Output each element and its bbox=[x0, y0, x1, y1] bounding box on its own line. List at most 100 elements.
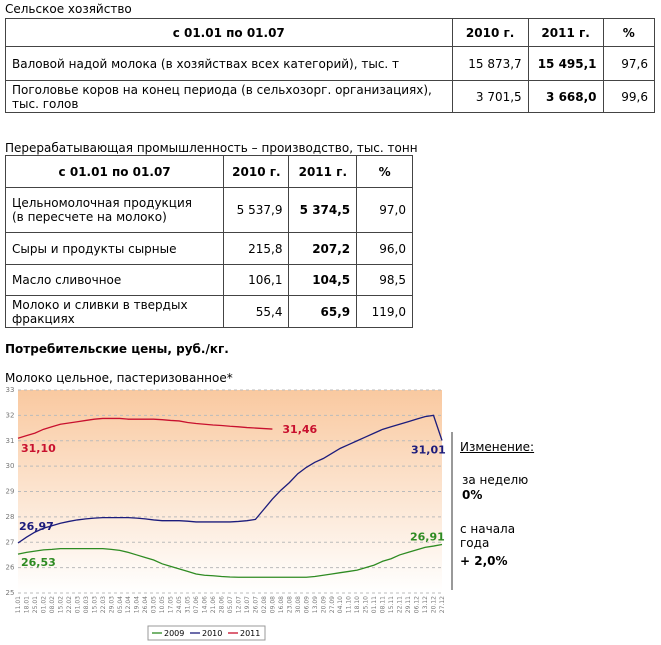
table-cell: 2010 г. bbox=[223, 155, 290, 188]
table-row: Валовой надой молока (в хозяйствах всех … bbox=[5, 46, 656, 81]
x-tick-label: 08.03 bbox=[83, 596, 90, 613]
x-tick-label: 06.09 bbox=[303, 596, 310, 613]
legend bbox=[147, 625, 266, 641]
x-tick-label: 18.10 bbox=[354, 596, 361, 613]
x-tick-label: 23.08 bbox=[286, 596, 293, 613]
x-tick-label: 05.07 bbox=[227, 596, 234, 613]
x-tick-label: 18.01 bbox=[23, 596, 30, 613]
table: с 01.01 по 01.07 2010 г. 2011 г.% Цельномол… bbox=[4, 155, 413, 328]
y-tick-label: 25 bbox=[6, 589, 15, 597]
heading: Потребительские цены, руб./кг. bbox=[5, 342, 229, 356]
table-row: Масло сливочное 106,1 104,5 98,5 bbox=[4, 264, 413, 296]
table-cell: с 01.01 по 01.07 bbox=[5, 18, 453, 47]
legend-label: 2009 bbox=[164, 629, 184, 638]
x-tick-label: 01.02 bbox=[40, 596, 47, 613]
table-cell: Сыры и продукты сырные bbox=[4, 232, 225, 265]
x-tick-label: 15.03 bbox=[91, 596, 98, 613]
table-cell: 5 374,5 bbox=[288, 187, 358, 233]
x-tick-label: 01.11 bbox=[371, 596, 378, 613]
x-tick-label: 28.06 bbox=[219, 596, 226, 613]
table-cell: Поголовье коров на конец периода (в сель… bbox=[5, 80, 453, 113]
table-cell: 104,5 bbox=[288, 264, 358, 296]
x-tick-label: 13.09 bbox=[312, 596, 319, 613]
x-tick-label: 04.10 bbox=[337, 596, 344, 613]
legend-label: 2010 bbox=[202, 629, 222, 638]
x-tick-label: 22.11 bbox=[397, 596, 404, 613]
y-tick-label: 29 bbox=[6, 488, 15, 496]
x-tick-label: 20.09 bbox=[320, 596, 327, 613]
x-tick-label: 01.03 bbox=[74, 596, 81, 613]
x-tick-label: 06.12 bbox=[414, 596, 421, 613]
table-row: Цельномолочная продукция (в пересчете на… bbox=[4, 187, 413, 233]
panel-value: + 2,0% bbox=[460, 554, 508, 568]
series-line bbox=[17, 417, 273, 439]
data-label: 26,97 bbox=[19, 520, 54, 533]
table-cell: 65,9 bbox=[288, 295, 358, 328]
chart-title: Молоко цельное, пастеризованное* bbox=[5, 371, 233, 385]
y-tick-label: 31 bbox=[6, 437, 15, 445]
table-cell: 15 495,1 bbox=[527, 46, 604, 81]
table-cell: 96,0 bbox=[356, 232, 413, 265]
table-row: с 01.01 по 01.07 2010 г. 2011 г.% bbox=[5, 18, 656, 47]
x-tick-label: 08.02 bbox=[49, 596, 56, 613]
table-cell: 106,1 bbox=[223, 264, 290, 296]
x-tick-label: 24.05 bbox=[176, 596, 183, 613]
x-tick-label: 22.02 bbox=[66, 596, 73, 613]
table-cell: 207,2 bbox=[288, 232, 358, 265]
x-tick-label: 22.03 bbox=[100, 596, 107, 613]
table-cell: 3 701,5 bbox=[451, 80, 529, 113]
x-tick-label: 08.11 bbox=[380, 596, 387, 613]
table: с 01.01 по 01.07 2010 г. 2011 г.% Валовой н… bbox=[5, 18, 656, 113]
y-tick-label: 28 bbox=[6, 513, 15, 521]
data-label: 26,91 bbox=[410, 531, 445, 544]
x-tick-label: 30.08 bbox=[295, 596, 302, 613]
panel-title: Изменение: bbox=[460, 440, 535, 454]
x-tick-label: 19.07 bbox=[244, 596, 251, 613]
table-cell: 15 873,7 bbox=[451, 46, 529, 81]
y-tick-label: 26 bbox=[6, 564, 15, 572]
x-tick-label: 13.12 bbox=[422, 596, 429, 613]
table-cell: Цельномолочная продукция (в пересчете на… bbox=[4, 187, 225, 233]
table-cell: % bbox=[356, 155, 413, 188]
x-tick-label: 27.09 bbox=[329, 596, 336, 613]
x-tick-label: 10.05 bbox=[159, 596, 166, 613]
x-tick-label: 11.01 bbox=[15, 596, 22, 613]
series-line bbox=[17, 414, 443, 544]
section-title: Сельское хозяйство bbox=[5, 2, 132, 16]
y-tick-label: 30 bbox=[6, 462, 15, 470]
table-cell: 2011 г. bbox=[288, 155, 358, 188]
table-cell: 97,0 bbox=[356, 187, 413, 233]
y-tick-label: 27 bbox=[6, 538, 15, 546]
x-tick-label: 03.05 bbox=[151, 596, 158, 613]
table-cell: с 01.01 по 01.07 bbox=[4, 155, 225, 188]
x-tick-label: 15.02 bbox=[57, 596, 64, 613]
x-tick-label: 17.05 bbox=[168, 596, 175, 613]
x-tick-label: 02.08 bbox=[261, 596, 268, 613]
x-tick-label: 21.06 bbox=[210, 596, 217, 613]
table-cell: Молоко и сливки в твердых фракциях bbox=[4, 295, 225, 328]
data-label: 31,46 bbox=[282, 423, 317, 436]
table-cell: 98,5 bbox=[356, 264, 413, 296]
x-tick-label: 26.04 bbox=[142, 596, 149, 613]
x-tick-label: 12.07 bbox=[235, 596, 242, 613]
table-row: с 01.01 по 01.07 2010 г. 2011 г.% bbox=[4, 155, 413, 188]
data-label: 31,01 bbox=[411, 443, 446, 456]
x-tick-label: 16.08 bbox=[278, 596, 285, 613]
table-cell: 55,4 bbox=[223, 295, 290, 328]
x-tick-label: 09.08 bbox=[269, 596, 276, 613]
legend-label: 2011 bbox=[240, 629, 260, 638]
x-tick-label: 20.12 bbox=[431, 596, 438, 613]
x-tick-label: 25.01 bbox=[32, 596, 39, 613]
table-cell: 99,6 bbox=[602, 80, 656, 113]
table-cell: 5 537,9 bbox=[223, 187, 290, 233]
table-cell: 119,0 bbox=[356, 295, 413, 328]
table-cell: % bbox=[602, 18, 656, 47]
table-cell: 215,8 bbox=[223, 232, 290, 265]
data-label: 26,53 bbox=[21, 556, 56, 569]
x-tick-label: 25.10 bbox=[363, 596, 370, 613]
table-row: Молоко и сливки в твердых фракциях 55,4 65… bbox=[4, 295, 413, 328]
x-tick-label: 19.04 bbox=[134, 596, 141, 613]
x-tick-label: 26.07 bbox=[252, 596, 259, 613]
x-tick-label: 11.10 bbox=[346, 596, 353, 613]
